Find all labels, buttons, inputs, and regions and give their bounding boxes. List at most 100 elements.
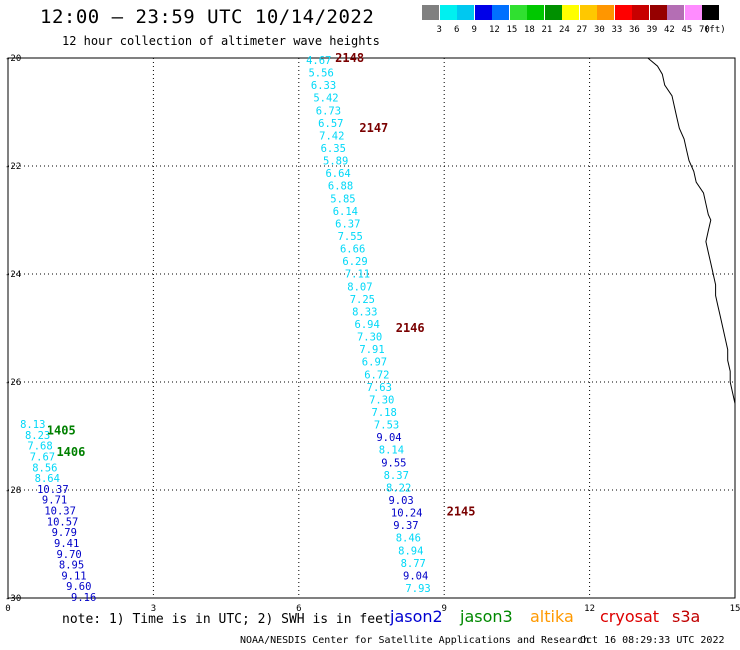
colorbar-swatch bbox=[562, 5, 579, 20]
swh-value-label: 5.89 bbox=[323, 156, 348, 168]
timestamp-text: Oct 16 08:29:33 UTC 2022 bbox=[580, 635, 725, 646]
swh-value-label: 10.24 bbox=[391, 508, 423, 520]
swh-value-label: 7.42 bbox=[319, 130, 344, 142]
swh-value-label: 7.55 bbox=[338, 231, 363, 243]
swh-value-label: 9.71 bbox=[42, 495, 67, 507]
swh-value-label: 7.67 bbox=[30, 451, 55, 463]
swh-value-label: 7.30 bbox=[357, 332, 382, 344]
colorbar-label: 27 bbox=[576, 25, 588, 35]
swh-value-label: 6.35 bbox=[321, 143, 346, 155]
swh-value-label: 9.16 bbox=[71, 592, 96, 604]
swh-value-label: 6.72 bbox=[364, 369, 389, 381]
swh-value-label: 5.85 bbox=[330, 193, 355, 205]
colorbar-swatch bbox=[702, 5, 719, 20]
colorbar-label: 24 bbox=[559, 25, 570, 35]
colorbar-label: 18 bbox=[524, 25, 535, 35]
swh-value-label: 6.33 bbox=[311, 80, 336, 92]
colorbar-label: 70 bbox=[699, 25, 710, 35]
swh-value-label: 5.42 bbox=[313, 93, 338, 105]
pass-number-label: 1405 bbox=[47, 424, 76, 438]
swh-value-label: 9.04 bbox=[403, 570, 428, 582]
pass-number-label: 2146 bbox=[396, 321, 425, 335]
colorbar-label: 36 bbox=[629, 25, 640, 35]
swh-value-label: 8.33 bbox=[352, 306, 377, 318]
colorbar-label: 30 bbox=[594, 25, 605, 35]
colorbar-swatch bbox=[667, 5, 684, 20]
swh-value-label: 6.14 bbox=[333, 206, 358, 218]
swh-value-label: 6.88 bbox=[328, 181, 353, 193]
x-tick-label: 15 bbox=[730, 604, 740, 614]
swh-value-label: 8.94 bbox=[398, 545, 423, 557]
colorbar-swatch bbox=[632, 5, 649, 20]
swh-value-label: 9.79 bbox=[52, 527, 77, 539]
colorbar-swatch bbox=[422, 5, 439, 20]
colorbar-label: 3 bbox=[436, 25, 442, 35]
x-tick-label: 3 bbox=[151, 604, 156, 614]
x-tick-label: 12 bbox=[584, 604, 595, 614]
swh-value-label: 6.37 bbox=[335, 218, 360, 230]
swh-value-label: 9.55 bbox=[381, 457, 406, 469]
colorbar-swatch bbox=[614, 5, 632, 20]
colorbar-label: 42 bbox=[664, 25, 675, 35]
colorbar-label: 39 bbox=[646, 25, 658, 35]
swh-value-label: 8.13 bbox=[20, 419, 45, 431]
satellite-legend-s3a: s3a bbox=[672, 607, 701, 626]
swh-value-label: 7.63 bbox=[367, 382, 392, 394]
swh-value-label: 6.29 bbox=[342, 256, 367, 268]
swh-value-label: 8.14 bbox=[379, 445, 404, 457]
colorbar-swatch bbox=[649, 5, 667, 20]
map-subtitle: 12 hour collection of altimeter wave hei… bbox=[62, 34, 380, 48]
satellite-legend-cryosat: cryosat bbox=[600, 607, 660, 626]
pass-number-label: 2147 bbox=[359, 121, 388, 135]
swh-value-label: 6.94 bbox=[355, 319, 380, 331]
swh-value-label: 10.37 bbox=[44, 506, 76, 518]
y-tick-label: -24 bbox=[5, 270, 21, 280]
y-tick-label: -20 bbox=[5, 54, 21, 64]
swh-value-label: 6.66 bbox=[340, 244, 365, 256]
colorbar-swatch bbox=[509, 5, 527, 20]
swh-value-label: 8.64 bbox=[35, 473, 60, 485]
x-tick-label: 0 bbox=[5, 604, 10, 614]
y-tick-label: -26 bbox=[5, 378, 21, 388]
swh-value-label: 9.04 bbox=[376, 432, 401, 444]
swh-value-label: 6.57 bbox=[318, 118, 343, 130]
y-tick-label: -30 bbox=[5, 594, 21, 604]
swh-value-label: 8.77 bbox=[401, 558, 426, 570]
colorbar-unit: (ft) bbox=[704, 25, 726, 35]
swh-value-label: 9.41 bbox=[54, 538, 79, 550]
colorbar-label: 15 bbox=[506, 25, 518, 35]
swh-value-label: 9.11 bbox=[61, 570, 86, 582]
satellite-legend-jason3: jason3 bbox=[460, 607, 513, 626]
colorbar-swatch bbox=[474, 5, 492, 20]
swh-value-label: 7.68 bbox=[27, 441, 52, 453]
footer-note: note: 1) Time is in UTC; 2) SWH is in fe… bbox=[62, 612, 391, 627]
swh-value-label: 6.73 bbox=[316, 105, 341, 117]
colorbar-swatch bbox=[439, 5, 457, 20]
colorbar-label: 12 bbox=[489, 25, 500, 35]
colorbar-swatch bbox=[457, 5, 474, 20]
colorbar-swatch bbox=[492, 5, 509, 20]
colorbar-label: 45 bbox=[681, 25, 693, 35]
y-tick-label: -22 bbox=[5, 162, 21, 172]
colorbar-label: 9 bbox=[471, 25, 477, 35]
colorbar-label: 6 bbox=[454, 25, 460, 35]
pass-number-label: 2145 bbox=[447, 505, 476, 519]
credit-text: NOAA/NESDIS Center for Satellite Applica… bbox=[240, 635, 590, 646]
swh-value-label: 4.67 bbox=[306, 55, 331, 67]
swh-value-label: 6.97 bbox=[362, 357, 387, 369]
map-title: 12:00 – 23:59 UTC 10/14/2022 bbox=[40, 6, 375, 28]
swh-value-label: 10.37 bbox=[37, 484, 69, 496]
y-tick-label: -28 bbox=[5, 486, 21, 496]
swh-value-label: 5.56 bbox=[308, 68, 333, 80]
colorbar-label: 21 bbox=[541, 25, 553, 35]
swh-value-label: 7.18 bbox=[372, 407, 397, 419]
pass-number-label: 1406 bbox=[56, 445, 85, 459]
pass-number-label: 2148 bbox=[335, 51, 364, 65]
x-tick-label: 9 bbox=[441, 604, 446, 614]
swh-value-label: 8.37 bbox=[384, 470, 409, 482]
swh-value-label: 7.30 bbox=[369, 394, 394, 406]
swh-value-label: 7.11 bbox=[345, 269, 370, 281]
coastline bbox=[647, 57, 736, 404]
swh-value-label: 8.07 bbox=[347, 281, 372, 293]
swh-value-label: 9.70 bbox=[56, 549, 81, 561]
